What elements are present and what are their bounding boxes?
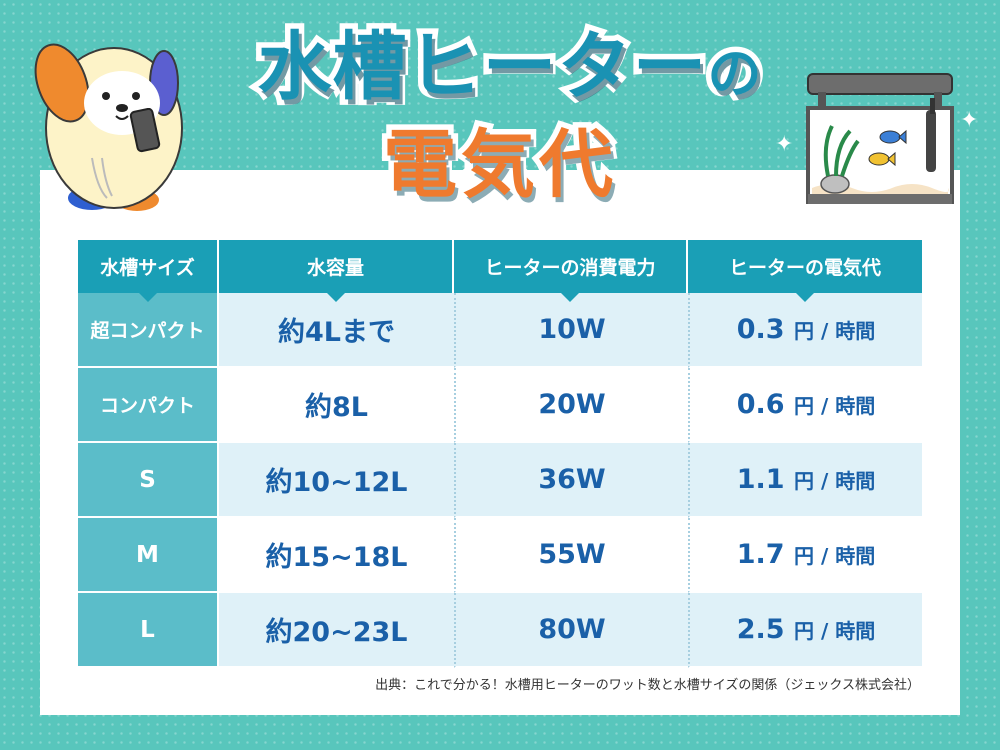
page-title: 水槽ヒーターの [252,19,767,116]
table-row: 超コンパクト 約4Lまで 10W 0.3 円 / 時間 [78,293,922,368]
mascot-dog-icon [34,43,183,211]
cost-value: 0.3 [736,314,785,345]
heater-cost-table: 水槽サイズ 水容量 ヒーターの消費電力 ヒーターの電気代 超コンパクト 約4Lま… [78,240,922,668]
tank-size-cell: S [78,443,219,518]
water-volume-cell: 約20~23L [219,593,454,668]
cost-unit: 円 / 時間 [794,469,876,493]
tank-size-cell: L [78,593,219,668]
cost-cell: 1.7 円 / 時間 [688,518,922,593]
aquarium-icon [806,73,954,204]
cost-unit: 円 / 時間 [794,319,876,343]
header-power-consumption: ヒーターの消費電力 [454,240,688,302]
smartphone-icon [129,108,161,153]
cost-value: 0.6 [736,389,785,420]
tank-size-cell: 超コンパクト [78,293,219,368]
table-row: コンパクト 約8L 20W 0.6 円 / 時間 [78,368,922,443]
power-cell: 10W [454,293,688,368]
cost-cell: 0.3 円 / 時間 [688,293,922,368]
cost-unit: 円 / 時間 [794,619,876,643]
page-subtitle: 電気代 [378,117,619,214]
cost-value: 1.7 [736,539,785,570]
water-volume-cell: 約4Lまで [219,293,454,368]
cost-value: 1.1 [736,464,785,495]
water-volume-cell: 約10~12L [219,443,454,518]
power-cell: 80W [454,593,688,668]
cost-unit: 円 / 時間 [794,544,876,568]
cost-unit: 円 / 時間 [794,394,876,418]
cost-cell: 2.5 円 / 時間 [688,593,922,668]
fish-icon [879,129,907,145]
header-water-volume: 水容量 [219,240,454,302]
table-row: S 約10~12L 36W 1.1 円 / 時間 [78,443,922,518]
power-cell: 36W [454,443,688,518]
table-row: M 約15~18L 55W 1.7 円 / 時間 [78,518,922,593]
header-tank-size: 水槽サイズ [78,240,219,302]
tank-size-cell: コンパクト [78,368,219,443]
source-citation: 出典：これで分かる！水槽用ヒーターのワット数と水槽サイズの関係（ジェックス株式会… [375,678,920,693]
sparkle-icon: ✦ [960,108,979,133]
table-header-row: 水槽サイズ 水容量 ヒーターの消費電力 ヒーターの電気代 [78,240,922,302]
water-volume-cell: 約15~18L [219,518,454,593]
cost-cell: 0.6 円 / 時間 [688,368,922,443]
table-row: L 約20~23L 80W 2.5 円 / 時間 [78,593,922,668]
cost-value: 2.5 [736,614,785,645]
fish-icon [868,151,896,167]
water-volume-cell: 約8L [219,368,454,443]
power-cell: 55W [454,518,688,593]
cost-cell: 1.1 円 / 時間 [688,443,922,518]
tank-size-cell: M [78,518,219,593]
header-electricity-cost: ヒーターの電気代 [688,240,922,302]
sparkle-icon: ✦ [775,132,794,157]
power-cell: 20W [454,368,688,443]
